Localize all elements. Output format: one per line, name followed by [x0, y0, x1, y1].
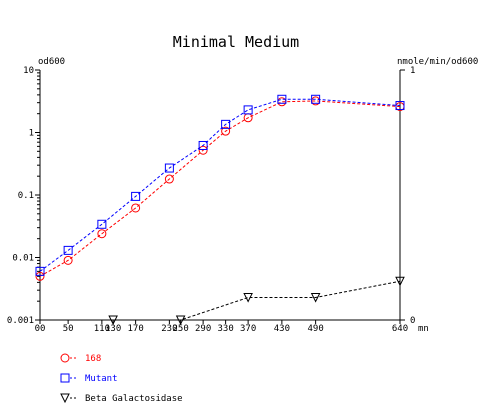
legend-label: 168	[85, 354, 101, 364]
y-axis-left-label: od600	[38, 57, 65, 67]
data-point-square	[97, 219, 107, 229]
series-line	[39, 100, 401, 277]
legend-label: Mutant	[85, 374, 118, 384]
x-tick-label: 330	[217, 324, 233, 334]
series-mutant	[35, 94, 405, 276]
series-168	[35, 96, 405, 281]
data-point-square	[311, 94, 321, 104]
data-point-square	[198, 140, 208, 150]
data-point-triangle	[108, 315, 118, 326]
data-point-triangle	[310, 293, 321, 303]
series-layer	[35, 94, 405, 326]
data-point-triangle	[243, 293, 253, 303]
data-point-square	[277, 94, 287, 104]
x-tick-label: 170	[127, 324, 143, 334]
x-axis-label: mn	[418, 324, 429, 334]
data-point-circle	[60, 353, 70, 363]
data-point-triangle	[175, 315, 186, 326]
series-line	[39, 98, 401, 272]
legend: 168 Mutant Beta Galactosidase	[60, 353, 183, 404]
data-point-circle	[164, 174, 174, 184]
legend-item: Mutant	[60, 373, 118, 384]
y-right-tick-label: 1	[410, 66, 415, 76]
legend-item: 168	[60, 353, 101, 364]
series-beta-galactosidase	[108, 276, 405, 326]
y-left-tick-label: 0.1	[18, 191, 34, 201]
y-left-tick-label: 0.001	[7, 316, 34, 326]
chart-title: Minimal Medium	[173, 33, 299, 51]
data-point-square	[35, 266, 45, 276]
x-tick-label: 430	[274, 324, 290, 334]
x-tick-label: 230	[161, 324, 177, 334]
y-left-tick-label: 1	[29, 129, 34, 139]
x-tick-label: 490	[307, 324, 323, 334]
legend-label: Beta Galactosidase	[85, 394, 183, 404]
y-axis-right-label: nmole/min/od600	[397, 57, 478, 67]
data-point-circle	[97, 229, 107, 239]
data-point-square	[395, 101, 405, 111]
data-point-square	[131, 191, 141, 201]
data-point-circle	[131, 203, 141, 213]
x-tick-label: 00	[35, 324, 46, 334]
data-point-square	[63, 245, 73, 255]
x-tick-label: 110	[94, 324, 110, 334]
data-point-circle	[221, 126, 231, 136]
x-tick-label: 640	[392, 324, 408, 334]
y-right-tick-label: 0	[410, 316, 415, 326]
data-point-circle	[63, 255, 73, 265]
data-point-circle	[35, 271, 45, 281]
series-line	[113, 280, 401, 321]
x-tick-label: 130	[105, 324, 121, 334]
x-tick-label: 50	[63, 324, 74, 334]
data-point-square	[243, 105, 253, 115]
x-tick-label: 290	[195, 324, 211, 334]
x-tick-label: 370	[240, 324, 256, 334]
data-point-triangle	[395, 276, 405, 287]
y-axis-left-ticks: 0.001 0.01 0.1 1 10	[7, 66, 40, 326]
data-point-square	[164, 163, 174, 173]
axes	[39, 70, 401, 321]
data-point-circle	[198, 145, 208, 155]
data-point-square	[60, 373, 70, 383]
data-point-square	[221, 119, 231, 129]
x-tick-label: 250	[172, 324, 188, 334]
y-left-tick-label: 0.01	[12, 254, 34, 264]
data-point-triangle	[60, 393, 70, 404]
y-axis-right-ticks: 01	[400, 66, 415, 326]
legend-item: Beta Galactosidase	[60, 393, 183, 404]
y-left-tick-label: 10	[23, 66, 34, 76]
